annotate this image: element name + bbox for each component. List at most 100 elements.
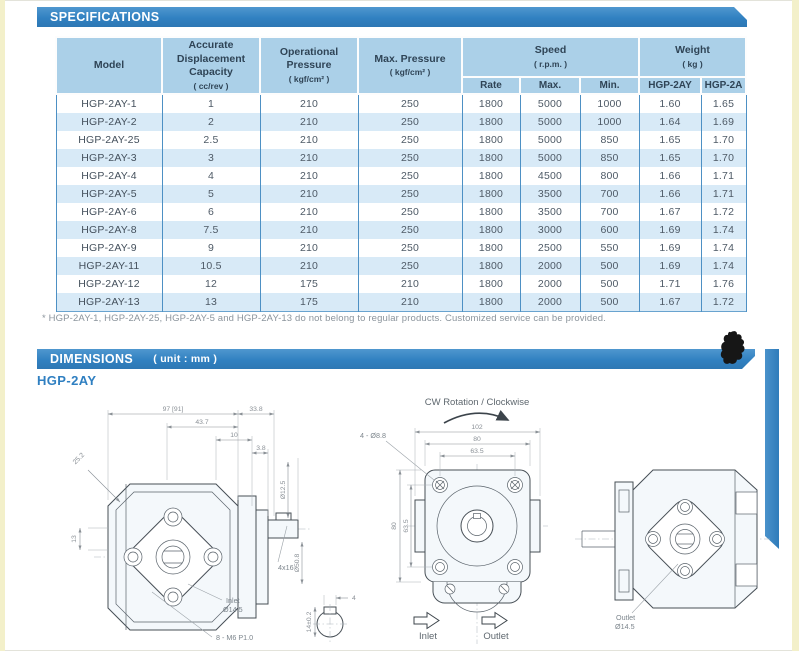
dim-key-height: 14±0.2 [306, 611, 313, 632]
value-cell: 250 [357, 166, 463, 185]
value-cell: 210 [259, 93, 359, 113]
table-footnote: * HGP-2AY-1, HGP-2AY-25, HGP-2AY-5 and H… [42, 313, 607, 324]
model-cell: HGP-2AY-6 [55, 202, 163, 221]
value-cell: 1800 [461, 292, 521, 312]
value-cell: 850 [579, 130, 640, 149]
value-cell: 2000 [519, 274, 581, 293]
col-header-capacity: Accurate Displacement Capacity( cc/rev ) [161, 36, 261, 95]
value-cell: 1.65 [638, 148, 702, 167]
col-header-weight-2ay: HGP-2AY [638, 75, 703, 95]
specifications-table: Model Accurate Displacement Capacity( cc… [55, 36, 748, 312]
dim-shaft-dia: Ø12.5 [280, 481, 287, 500]
value-cell: 1.69 [638, 256, 702, 275]
value-cell: 700 [579, 184, 640, 203]
value-cell: 250 [357, 130, 463, 149]
value-cell: 1800 [461, 112, 521, 131]
value-cell: 500 [579, 274, 640, 293]
value-cell: 250 [357, 148, 463, 167]
specifications-title: SPECIFICATIONS [50, 10, 160, 24]
model-cell: HGP-2AY-12 [55, 274, 163, 293]
dim-overall-length: 97 [91] [163, 406, 184, 413]
value-cell: 500 [579, 256, 640, 275]
table-row: HGP-2AY-6 6 210 250 1800 3500 700 1.67 1.72 [55, 202, 747, 221]
rear-outlet-dia-label: Ø14.5 [615, 622, 635, 631]
table-row: HGP-2AY-1 1 210 250 1800 5000 1000 1.60 1.65 [55, 93, 747, 113]
value-cell: 1800 [461, 148, 521, 167]
right-accent-bar [765, 349, 779, 549]
value-cell: 5 [161, 184, 261, 203]
value-cell: 1.65 [700, 93, 747, 113]
value-cell: 210 [259, 112, 359, 131]
value-cell: 5000 [519, 112, 581, 131]
value-cell: 12 [161, 274, 261, 293]
dimensions-unit-label: ( unit : mm ) [153, 353, 218, 365]
col-header-max-pressure: Max. Pressure( kgf/cm² ) [357, 36, 463, 95]
dimensions-section-bar: DIMENSIONS ( unit : mm ) [37, 349, 755, 369]
model-cell: HGP-2AY-4 [55, 166, 163, 185]
dim-key-width: 4 [352, 595, 356, 602]
table-row: HGP-2AY-4 4 210 250 1800 4500 800 1.66 1.71 [55, 166, 747, 185]
value-cell: 1.70 [700, 130, 747, 149]
value-cell: 210 [259, 256, 359, 275]
mascot-silhouette [720, 331, 745, 364]
value-cell: 1000 [579, 112, 640, 131]
table-row: HGP-2AY-3 3 210 250 1800 5000 850 1.65 1.70 [55, 148, 747, 167]
inlet-label: Inlet [226, 596, 240, 605]
dim-80: 80 [473, 436, 481, 443]
value-cell: 1.70 [700, 148, 747, 167]
inlet-dia-label: Ø14.5 [223, 605, 243, 614]
value-cell: 2000 [519, 256, 581, 275]
value-cell: 550 [579, 238, 640, 257]
dim-v635: 63.5 [403, 519, 410, 532]
value-cell: 7.5 [161, 220, 261, 239]
col-header-op-pressure: Operational Pressure( kgf/cm² ) [259, 36, 359, 95]
value-cell: 1.71 [700, 184, 747, 203]
model-cell: HGP-2AY-13 [55, 292, 163, 312]
value-cell: 210 [357, 292, 463, 312]
value-cell: 1.60 [638, 93, 702, 113]
outlet-arrow-label: Outlet [483, 631, 509, 642]
value-cell: 2.5 [161, 130, 261, 149]
table-row: HGP-2AY-13 13 175 210 1800 2000 500 1.67 1.72 [55, 292, 747, 312]
model-cell: HGP-2AY-5 [55, 184, 163, 203]
dim-pilot-dia: Ø50.8 [294, 554, 301, 573]
value-cell: 1800 [461, 256, 521, 275]
value-cell: 175 [259, 292, 359, 312]
table-row: HGP-2AY-11 10.5 210 250 1800 2000 500 1.69 1.74 [55, 256, 747, 275]
value-cell: 1800 [461, 238, 521, 257]
dim-shaft-length: 33.8 [249, 406, 262, 413]
value-cell: 210 [259, 184, 359, 203]
value-cell: 210 [357, 274, 463, 293]
value-cell: 1800 [461, 166, 521, 185]
value-cell: 1000 [579, 93, 640, 113]
inlet-arrow-label: Inlet [419, 631, 437, 642]
value-cell: 1.76 [700, 274, 747, 293]
front-view-drawing: CW Rotation / Clockwise [360, 397, 548, 644]
value-cell: 4500 [519, 166, 581, 185]
value-cell: 210 [259, 220, 359, 239]
bolt-spec-label: 8 - M6 P1.0 [216, 633, 253, 642]
value-cell: 1800 [461, 220, 521, 239]
model-cell: HGP-2AY-8 [55, 220, 163, 239]
dim-38: 3.8 [256, 445, 266, 452]
dim-10: 10 [230, 432, 238, 439]
value-cell: 1.64 [638, 112, 702, 131]
value-cell: 1 [161, 93, 261, 113]
value-cell: 1.66 [638, 184, 702, 203]
value-cell: 1.69 [638, 220, 702, 239]
value-cell: 250 [357, 202, 463, 221]
value-cell: 600 [579, 220, 640, 239]
rear-outlet-label: Outlet [616, 613, 635, 622]
model-cell: HGP-2AY-3 [55, 148, 163, 167]
mount-holes-label: 4 - Ø8.8 [360, 431, 386, 440]
value-cell: 1.66 [638, 166, 702, 185]
value-cell: 210 [259, 130, 359, 149]
value-cell: 1.71 [638, 274, 702, 293]
model-cell: HGP-2AY-11 [55, 256, 163, 275]
dim-13: 13 [71, 535, 78, 543]
left-edge-strip [0, 0, 5, 651]
value-cell: 5000 [519, 148, 581, 167]
value-cell: 1800 [461, 274, 521, 293]
table-row: HGP-2AY-8 7.5 210 250 1800 3000 600 1.69 1.74 [55, 220, 747, 239]
col-header-speed: Speed( r.p.m. ) [460, 36, 641, 78]
